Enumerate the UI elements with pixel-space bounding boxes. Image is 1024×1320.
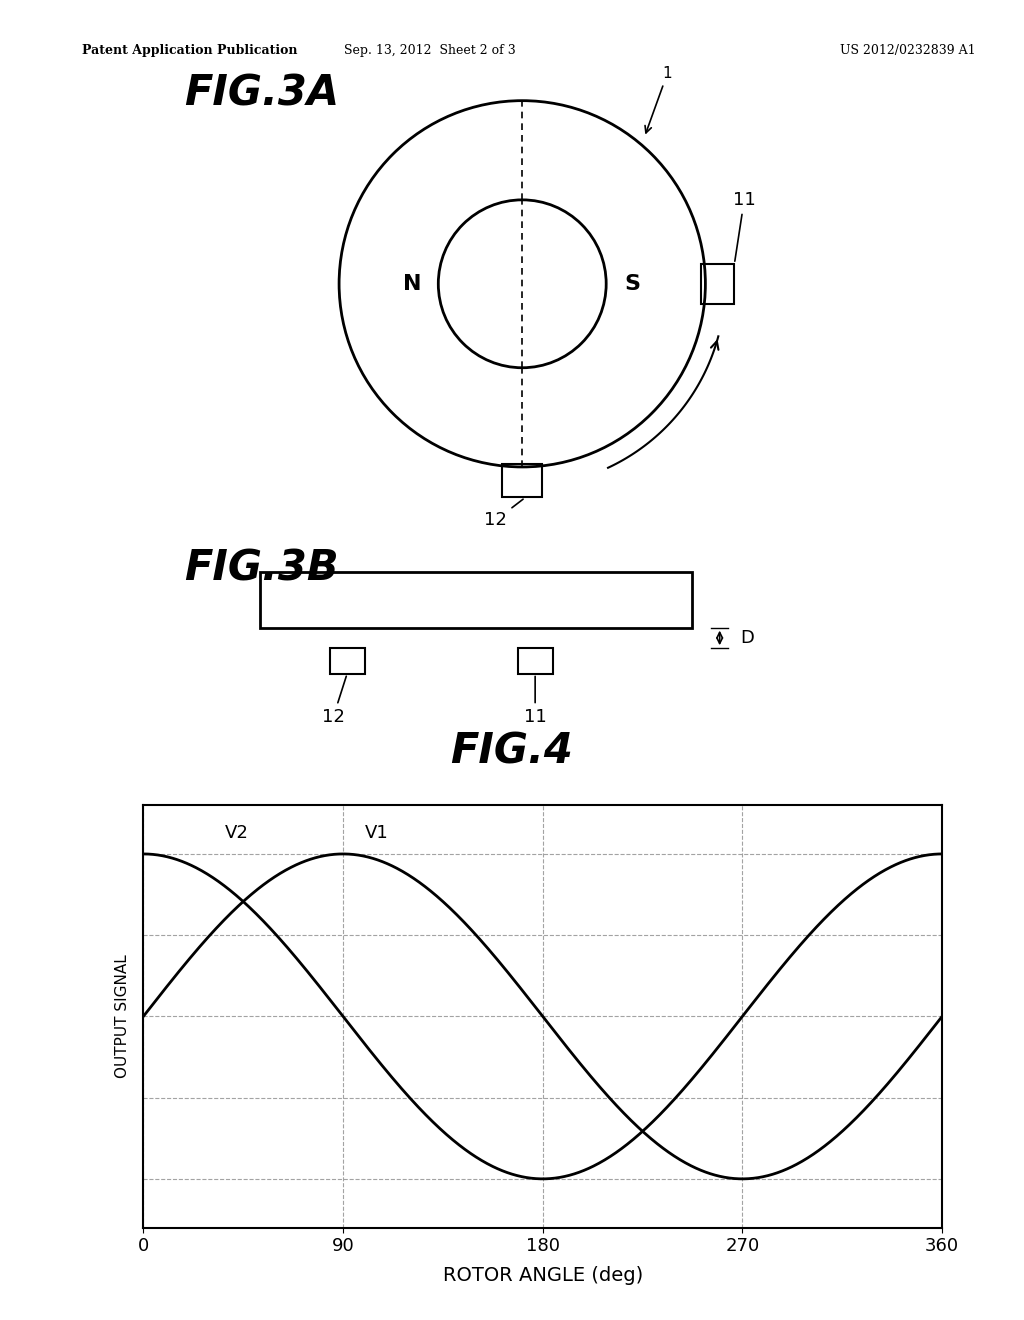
Text: Patent Application Publication: Patent Application Publication [82, 44, 297, 57]
Bar [260, 572, 692, 628]
Text: V2: V2 [224, 824, 249, 842]
Bar [503, 463, 542, 498]
Text: FIG.4: FIG.4 [451, 730, 573, 772]
Text: N: N [403, 273, 422, 294]
Text: FIG.3A: FIG.3A [184, 73, 339, 115]
Text: FIG.3B: FIG.3B [184, 548, 339, 590]
Text: S: S [625, 273, 640, 294]
Bar [330, 648, 365, 673]
Text: 11: 11 [733, 191, 756, 261]
Text: Sep. 13, 2012  Sheet 2 of 3: Sep. 13, 2012 Sheet 2 of 3 [344, 44, 516, 57]
Text: 12: 12 [322, 676, 346, 726]
Bar [518, 648, 553, 673]
Y-axis label: OUTPUT SIGNAL: OUTPUT SIGNAL [115, 954, 130, 1078]
Bar [700, 264, 734, 304]
Text: US 2012/0232839 A1: US 2012/0232839 A1 [840, 44, 975, 57]
Text: V1: V1 [365, 824, 388, 842]
X-axis label: ROTOR ANGLE (deg): ROTOR ANGLE (deg) [442, 1266, 643, 1286]
Text: 11: 11 [523, 676, 547, 726]
Text: 12: 12 [484, 499, 523, 529]
Text: D: D [740, 628, 755, 647]
Text: 1: 1 [645, 66, 673, 133]
